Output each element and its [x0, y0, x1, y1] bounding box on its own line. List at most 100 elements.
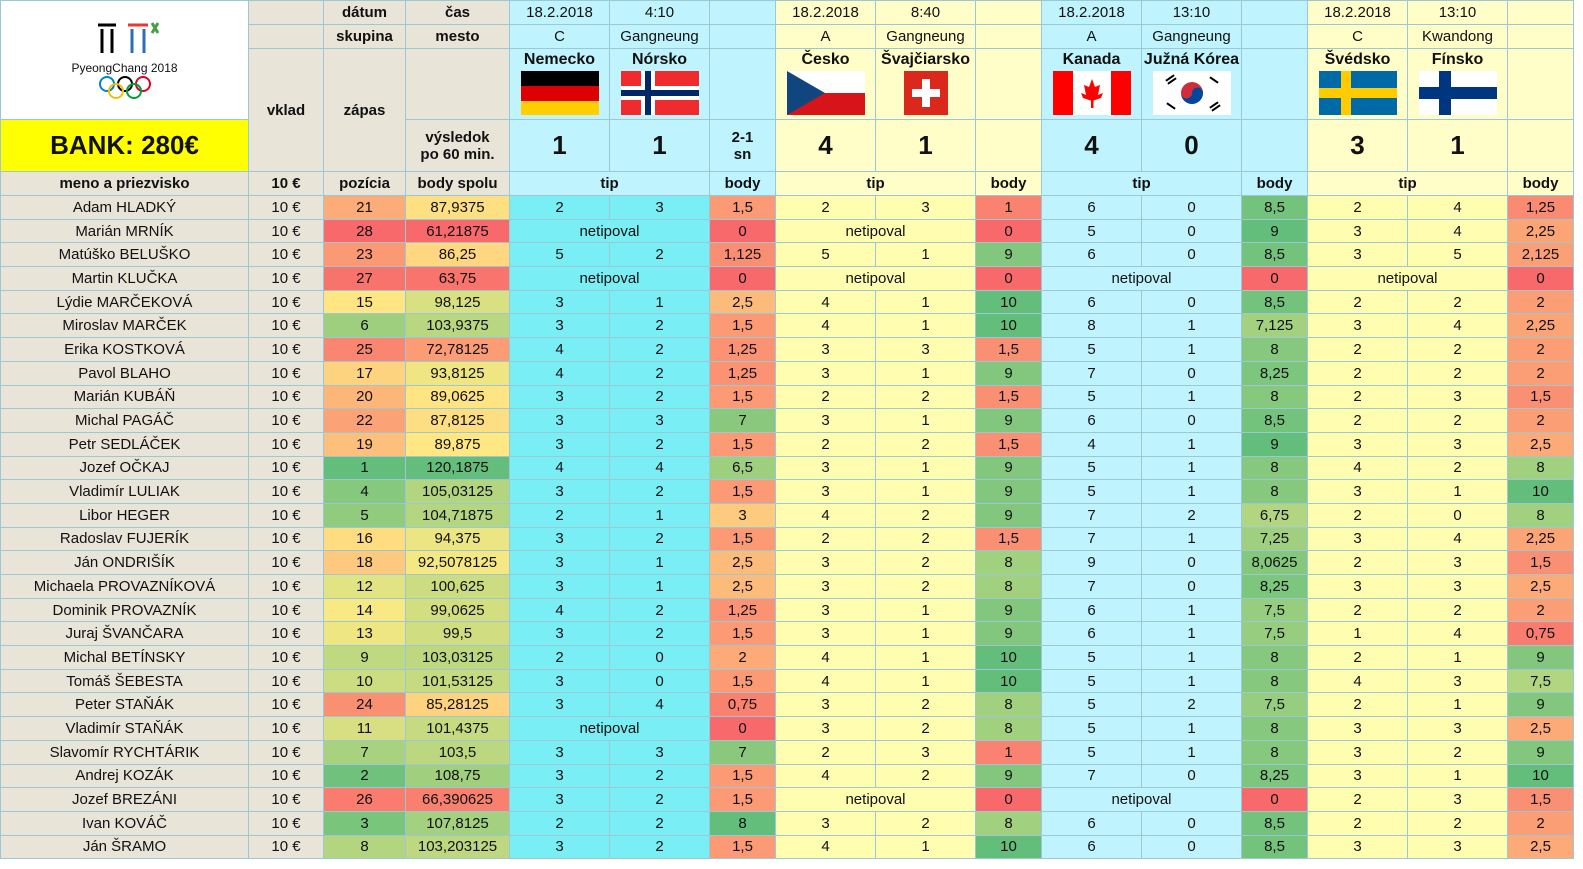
tip-points: 0 — [709, 716, 776, 741]
player-position: 24 — [323, 692, 406, 718]
tip-away: 1 — [875, 834, 976, 860]
tip-away: 2 — [609, 810, 710, 836]
player-position: 18 — [323, 550, 406, 575]
tip-points: 9 — [1507, 739, 1574, 765]
tip-points: 7 — [709, 408, 776, 433]
tip-away: 1 — [875, 242, 976, 268]
tip-points: 1,5 — [1507, 550, 1574, 575]
tip-points: 8 — [975, 692, 1042, 718]
team-name: Nórsko — [631, 51, 688, 68]
match-group: C — [509, 24, 610, 49]
table-row: Slavomír RYCHTÁRIK 10 €7 103,5 3 3 7 2 3 1 5 1 8 3 2 9 — [0, 739, 1574, 765]
tip-home: 4 — [1041, 431, 1142, 457]
tip-points: 7,5 — [1241, 621, 1308, 647]
team-home: Česko — [775, 48, 876, 120]
blank-cell — [709, 48, 776, 120]
tip-home: 7 — [1041, 502, 1142, 528]
tip-points: 8 — [1241, 384, 1308, 410]
col-body-spolu: body spolu — [405, 171, 510, 196]
tip-points: 2 — [1507, 597, 1574, 623]
tip-home: 2 — [1307, 384, 1408, 410]
player-name: Vladimír STAŇÁK — [0, 716, 249, 741]
match-group: C — [1307, 24, 1408, 49]
table-row: Michal BETÍNSKY 10 €9 103,03125 2 0 2 4 1 10 5 1 8 2… — [0, 645, 1574, 670]
player-total-points: 63,75 — [405, 266, 510, 291]
tip-away: 1 — [1141, 313, 1242, 339]
tip-home: 6 — [1041, 242, 1142, 268]
tip-points: 1,25 — [709, 337, 776, 362]
tip-away: 3 — [609, 739, 710, 765]
tip-points: 2,5 — [709, 289, 776, 315]
tip-points: 7 — [709, 739, 776, 765]
tip-away: 2 — [609, 834, 710, 860]
tip-home: 5 — [1041, 692, 1142, 718]
result-note-1: 2-1 — [731, 128, 754, 146]
player-total-points: 108,75 — [405, 763, 510, 789]
tip-points: 9 — [1507, 645, 1574, 670]
tip-home: 5 — [775, 242, 876, 268]
col-tip: tip — [1307, 171, 1508, 196]
tip-away: 1 — [609, 574, 710, 599]
player-deposit: 10 € — [248, 668, 324, 694]
col-body: body — [975, 171, 1042, 196]
tip-away: 2 — [875, 692, 976, 718]
tip-away: 2 — [609, 526, 710, 552]
tip-points: 1,5 — [709, 526, 776, 552]
tip-home: 3 — [775, 337, 876, 362]
bank-total: BANK: 280€ — [0, 119, 249, 172]
player-deposit: 10 € — [248, 360, 324, 386]
tip-home: 5 — [1041, 337, 1142, 362]
player-position: 9 — [323, 645, 406, 670]
tip-home: 4 — [775, 763, 876, 789]
tip-home: 4 — [509, 455, 610, 481]
score-home: 4 — [775, 119, 876, 172]
tip-points: 9 — [975, 597, 1042, 623]
player-position: 22 — [323, 408, 406, 433]
tip-away: 2 — [609, 597, 710, 623]
tip-away: 2 — [609, 431, 710, 457]
tip-missing: netipoval — [775, 218, 976, 244]
player-name: Juraj ŠVANČARA — [0, 621, 249, 647]
tip-away: 0 — [1141, 195, 1242, 220]
score-away: 1 — [1407, 119, 1508, 172]
player-total-points: 93,8125 — [405, 360, 510, 386]
tip-away: 1 — [1141, 526, 1242, 552]
tip-points: 1,25 — [709, 597, 776, 623]
tip-home: 2 — [1307, 810, 1408, 836]
tip-points: 8 — [1507, 455, 1574, 481]
tip-points: 8,5 — [1241, 408, 1308, 433]
team-name: Južná Kórea — [1143, 51, 1240, 68]
player-position: 19 — [323, 431, 406, 457]
tip-points: 1,5 — [975, 526, 1042, 552]
tip-home: 3 — [509, 289, 610, 315]
player-deposit: 10 € — [248, 313, 324, 339]
tip-points: 9 — [975, 502, 1042, 528]
result-note — [975, 119, 1042, 172]
player-deposit: 10 € — [248, 384, 324, 410]
player-name: Jozef OČKAJ — [0, 455, 249, 481]
tip-points: 7,5 — [1507, 668, 1574, 694]
team-away: Nórsko — [609, 48, 710, 120]
player-name: Ján ŠRAMO — [0, 834, 249, 860]
tip-home: 7 — [1041, 526, 1142, 552]
tip-away: 2 — [609, 360, 710, 386]
score-away: 1 — [875, 119, 976, 172]
match-time: 4:10 — [609, 0, 710, 25]
tip-away: 2 — [875, 716, 976, 741]
player-total-points: 87,9375 — [405, 195, 510, 220]
player-deposit: 10 € — [248, 810, 324, 836]
tip-away: 1 — [875, 455, 976, 481]
tip-home: 5 — [1041, 739, 1142, 765]
tip-points: 8 — [975, 716, 1042, 741]
score-away: 1 — [609, 119, 710, 172]
tip-points: 8 — [709, 810, 776, 836]
player-total-points: 89,875 — [405, 431, 510, 457]
player-deposit: 10 € — [248, 716, 324, 741]
player-position: 17 — [323, 360, 406, 386]
tip-away: 1 — [875, 360, 976, 386]
tip-away: 2 — [1407, 810, 1508, 836]
tip-away: 0 — [609, 645, 710, 670]
tip-points: 0 — [709, 266, 776, 291]
tip-home: 6 — [1041, 195, 1142, 220]
player-position: 7 — [323, 739, 406, 765]
